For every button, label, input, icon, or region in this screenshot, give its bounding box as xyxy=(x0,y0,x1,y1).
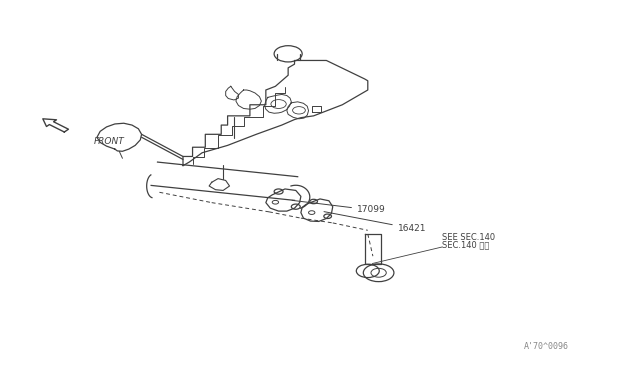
Text: 16421: 16421 xyxy=(324,212,426,233)
Text: 17099: 17099 xyxy=(292,201,386,215)
Text: A'70^0096: A'70^0096 xyxy=(524,342,569,351)
Text: SEE SEC.140: SEE SEC.140 xyxy=(442,233,495,242)
Text: FRONT: FRONT xyxy=(94,137,125,146)
Text: SEC.140 参照: SEC.140 参照 xyxy=(442,241,490,250)
